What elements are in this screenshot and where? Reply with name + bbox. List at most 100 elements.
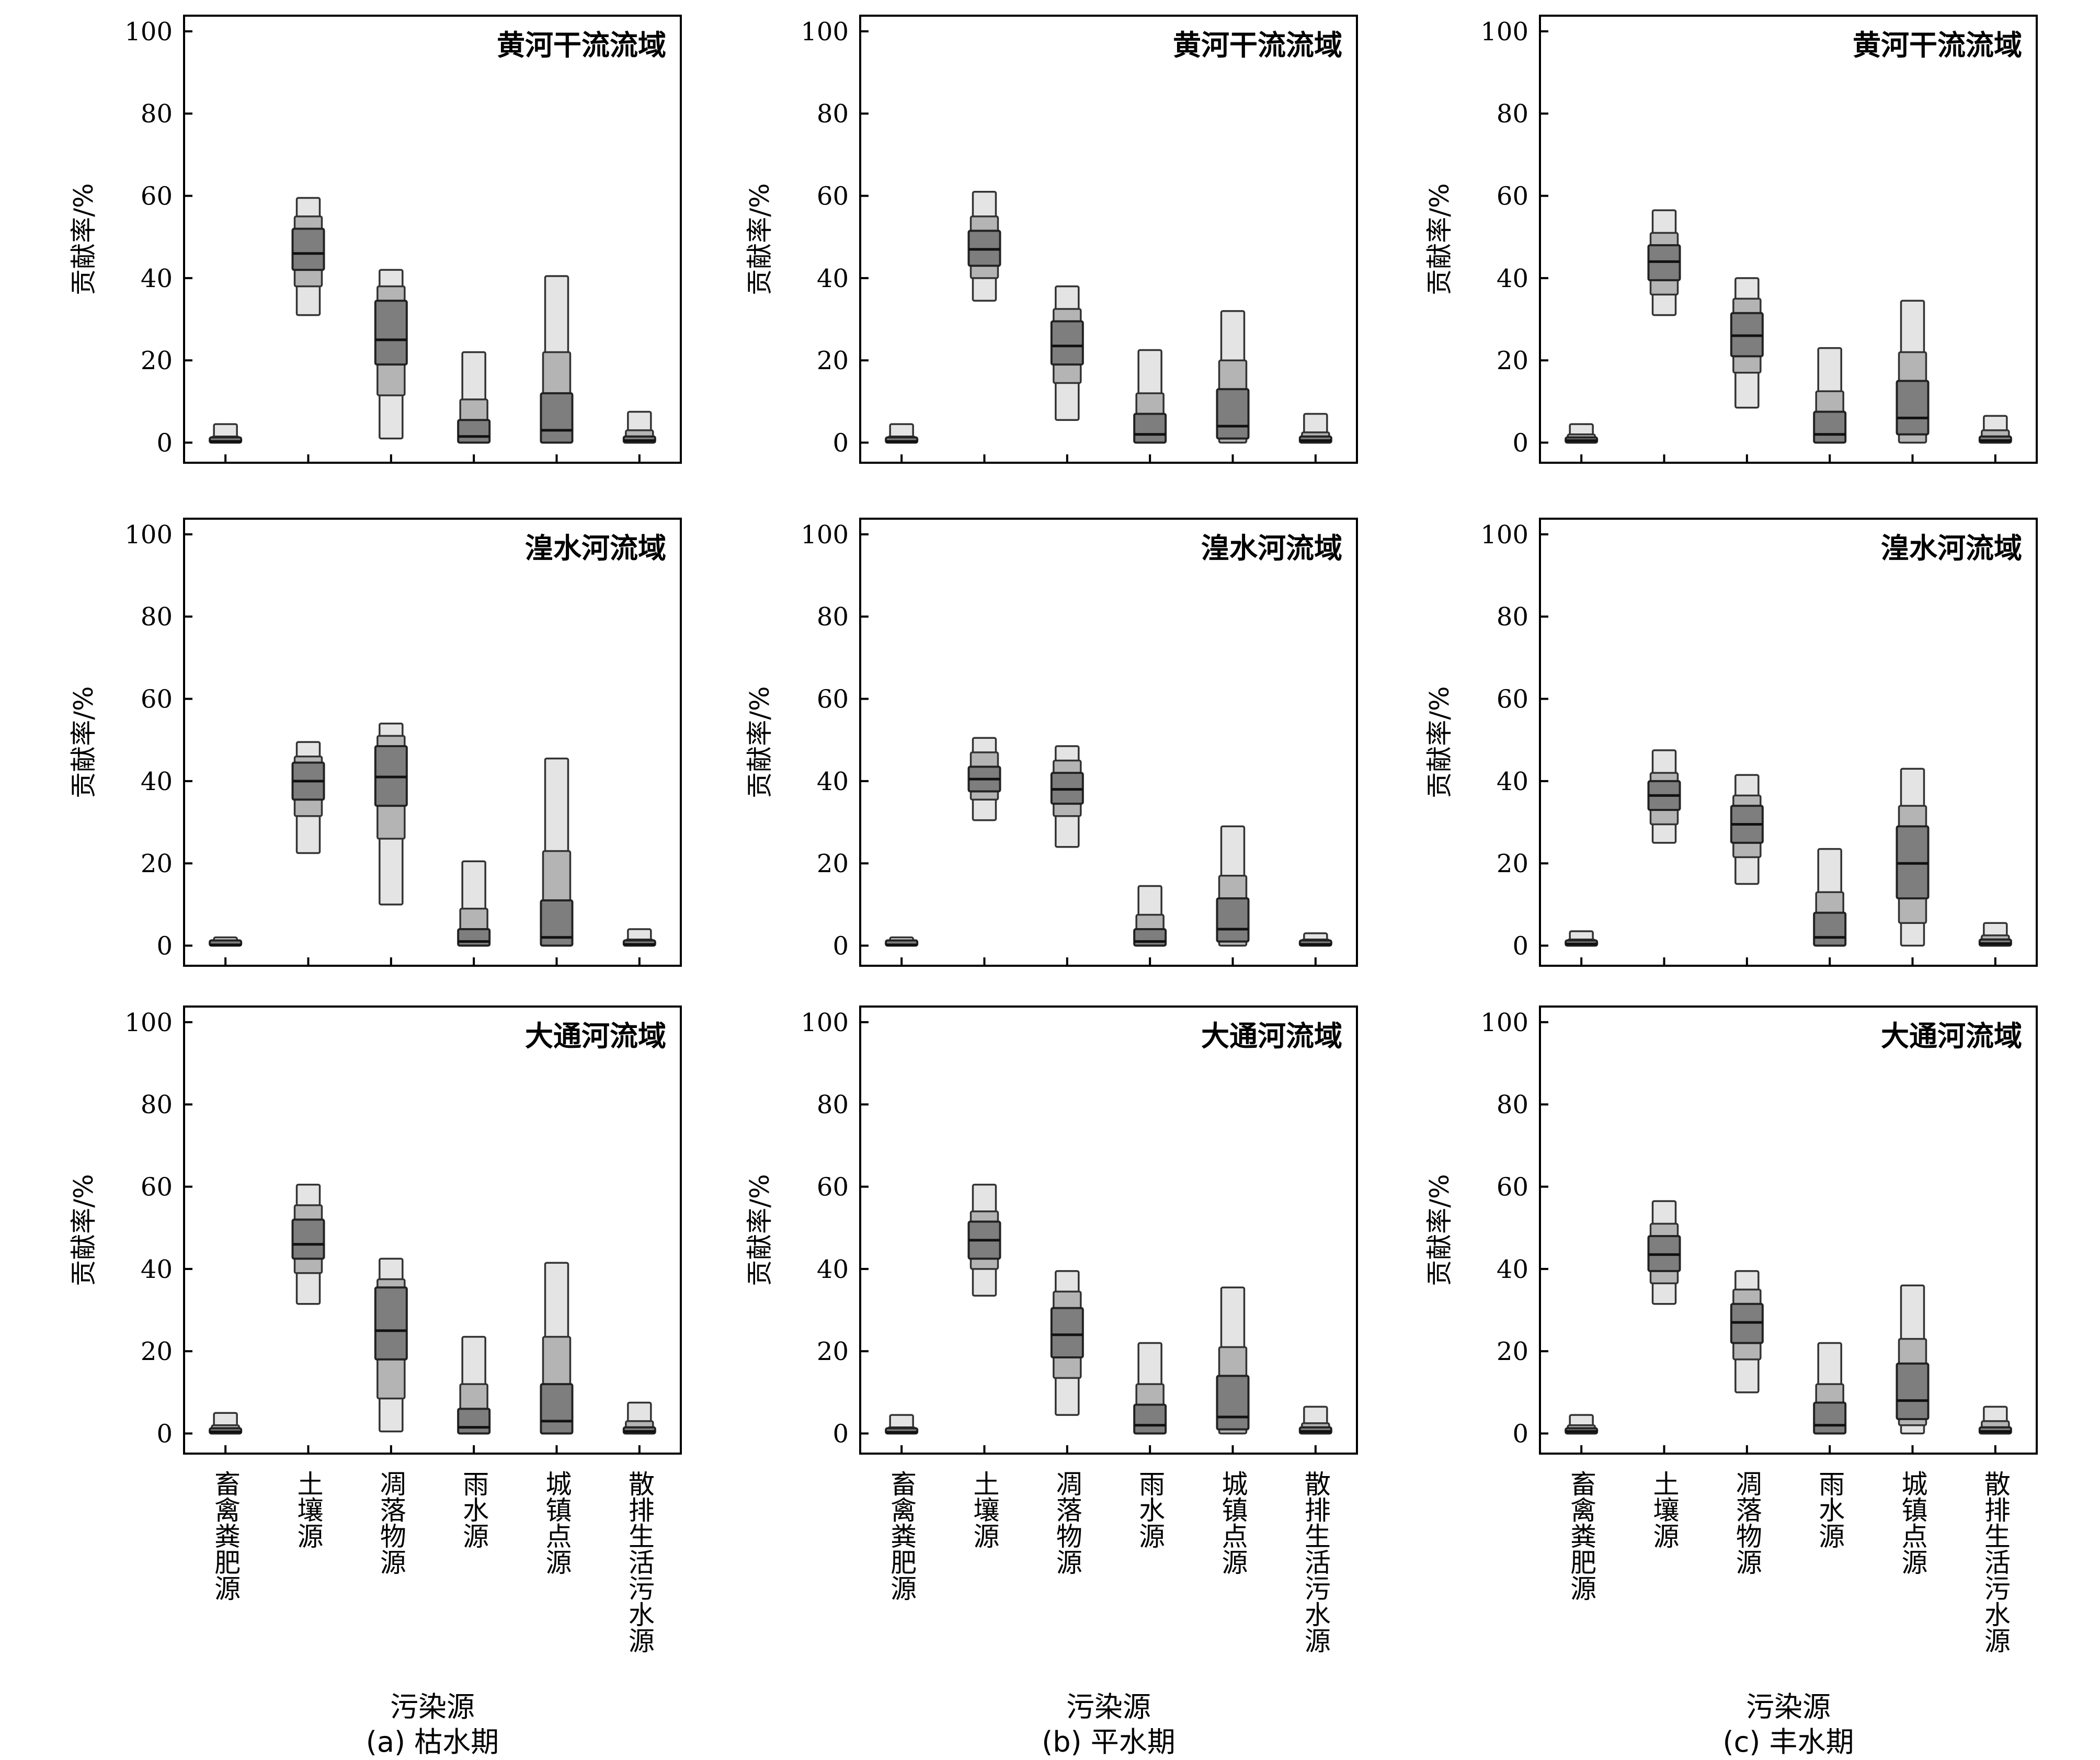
- box-凋落物源: [1050, 285, 1084, 421]
- x-category-label: 凋落物源: [1732, 1470, 1762, 1575]
- panel-title: 湟水河流域: [1881, 532, 2022, 565]
- band-inner: [457, 928, 491, 947]
- band-inner: [374, 1286, 408, 1361]
- box-畜禽粪肥源: [1565, 930, 1599, 947]
- y-tick-label: 20: [141, 346, 173, 375]
- chart-panel-4: 0 20 40 60 80 100 贡献率/% 湟水河流域: [69, 518, 682, 967]
- box-散排生活污水源: [622, 928, 656, 947]
- x-category-label: 畜禽粪肥源: [886, 1470, 917, 1601]
- y-tick-label: 80: [817, 99, 849, 129]
- x-category-label: 雨水源: [1814, 1470, 1845, 1549]
- x-category-label: 畜禽粪肥源: [210, 1470, 241, 1601]
- y-tick-label: 40: [141, 1255, 173, 1284]
- panel-title: 湟水河流域: [525, 532, 666, 565]
- plot-frame: [183, 15, 682, 464]
- box-城镇点源: [1896, 768, 1930, 947]
- box-畜禽粪肥源: [209, 936, 243, 947]
- band-inner: [1133, 928, 1167, 947]
- box-散排生活污水源: [1978, 1405, 2012, 1435]
- y-tick-label: 60: [817, 1173, 849, 1202]
- column-caption: (c) 丰水期: [1723, 1725, 1854, 1758]
- y-tick-label: 40: [1497, 1255, 1528, 1284]
- box-土壤源: [1647, 209, 1681, 316]
- box-凋落物源: [1730, 774, 1764, 885]
- y-tick-label: 20: [141, 849, 173, 878]
- band-inner: [1133, 413, 1167, 444]
- band-inner: [540, 899, 574, 947]
- panel-title: 黄河干流流域: [1173, 29, 1342, 62]
- box-雨水源: [457, 860, 491, 947]
- band-inner: [291, 227, 325, 271]
- band-inner: [457, 419, 491, 444]
- y-tick-label: 40: [1497, 767, 1528, 796]
- y-tick-label: 20: [1497, 849, 1528, 878]
- x-category-label: 散排生活污水源: [1980, 1470, 2011, 1653]
- box-凋落物源: [374, 723, 408, 906]
- band-inner: [374, 300, 408, 366]
- y-tick-label: 60: [141, 182, 173, 211]
- band-inner: [1133, 1403, 1167, 1435]
- y-tick-label: 80: [817, 602, 849, 632]
- band-inner: [1050, 1307, 1084, 1359]
- x-category-label: 城镇点源: [1218, 1470, 1248, 1575]
- box-凋落物源: [1730, 277, 1764, 409]
- plot-frame: [859, 1005, 1358, 1455]
- x-axis-label: 污染源: [1746, 1690, 1831, 1723]
- chart-panel-1: 0 20 40 60 80 100 贡献率/% 黄河干流流域: [69, 15, 682, 464]
- band-inner: [1216, 388, 1250, 440]
- y-tick-label: 0: [156, 429, 173, 458]
- box-土壤源: [967, 737, 1001, 821]
- y-tick-label: 0: [832, 429, 849, 458]
- y-axis-label: 贡献率/%: [745, 686, 775, 798]
- box-畜禽粪肥源: [885, 936, 919, 947]
- y-tick-label: 40: [817, 264, 849, 293]
- x-category-label: 散排生活污水源: [1300, 1470, 1331, 1653]
- y-tick-label: 0: [1512, 932, 1528, 961]
- box-散排生活污水源: [1978, 415, 2012, 444]
- plot-frame: [183, 1005, 682, 1455]
- box-土壤源: [967, 190, 1001, 302]
- box-城镇点源: [1216, 825, 1250, 947]
- box-城镇点源: [1216, 310, 1250, 444]
- plot-frame: [1539, 1005, 2038, 1455]
- box-城镇点源: [1896, 1284, 1930, 1435]
- y-tick-label: 80: [1497, 1090, 1528, 1119]
- chart-panel-6: 0 20 40 60 80 100 贡献率/% 湟水河流域: [1424, 518, 2038, 967]
- box-雨水源: [1813, 848, 1847, 947]
- band-inner: [1813, 1401, 1847, 1435]
- box-畜禽粪肥源: [209, 1412, 243, 1435]
- y-tick-label: 0: [832, 932, 849, 961]
- chart-panel-9: 0 20 40 60 80 100 贡献率/% 大通河流域: [1424, 1005, 2038, 1455]
- plot-frame: [1539, 518, 2038, 967]
- column-caption: (b) 平水期: [1042, 1725, 1175, 1758]
- panel-title: 大通河流域: [525, 1020, 666, 1053]
- y-tick-label: 80: [817, 1090, 849, 1119]
- y-tick-label: 80: [1497, 602, 1528, 632]
- band-inner: [1216, 897, 1250, 943]
- box-凋落物源: [1730, 1270, 1764, 1393]
- y-tick-label: 100: [124, 1008, 173, 1037]
- y-tick-label: 20: [817, 346, 849, 375]
- band-inner: [457, 1408, 491, 1435]
- box-雨水源: [457, 1335, 491, 1435]
- y-tick-label: 100: [1480, 1008, 1528, 1037]
- chart-panel-5: 0 20 40 60 80 100 贡献率/% 湟水河流域: [745, 518, 1358, 967]
- y-tick-label: 100: [801, 520, 849, 550]
- box-散排生活污水源: [622, 410, 656, 444]
- band-inner: [1896, 380, 1930, 436]
- y-tick-label: 60: [817, 182, 849, 211]
- y-axis-label: 贡献率/%: [1424, 183, 1455, 295]
- y-tick-label: 0: [1512, 429, 1528, 458]
- y-tick-label: 0: [832, 1420, 849, 1449]
- y-tick-label: 40: [141, 767, 173, 796]
- box-雨水源: [1133, 349, 1167, 444]
- panel-title: 黄河干流流域: [1853, 29, 2022, 62]
- chart-panel-7: 0 20 40 60 80 100 贡献率/% 大通河流域: [69, 1005, 682, 1455]
- plot-frame: [859, 15, 1358, 464]
- box-畜禽粪肥源: [1565, 423, 1599, 444]
- y-axis-label: 贡献率/%: [69, 183, 99, 295]
- y-tick-label: 100: [801, 1008, 849, 1037]
- plot-frame: [859, 518, 1358, 967]
- y-axis-label: 贡献率/%: [69, 686, 99, 798]
